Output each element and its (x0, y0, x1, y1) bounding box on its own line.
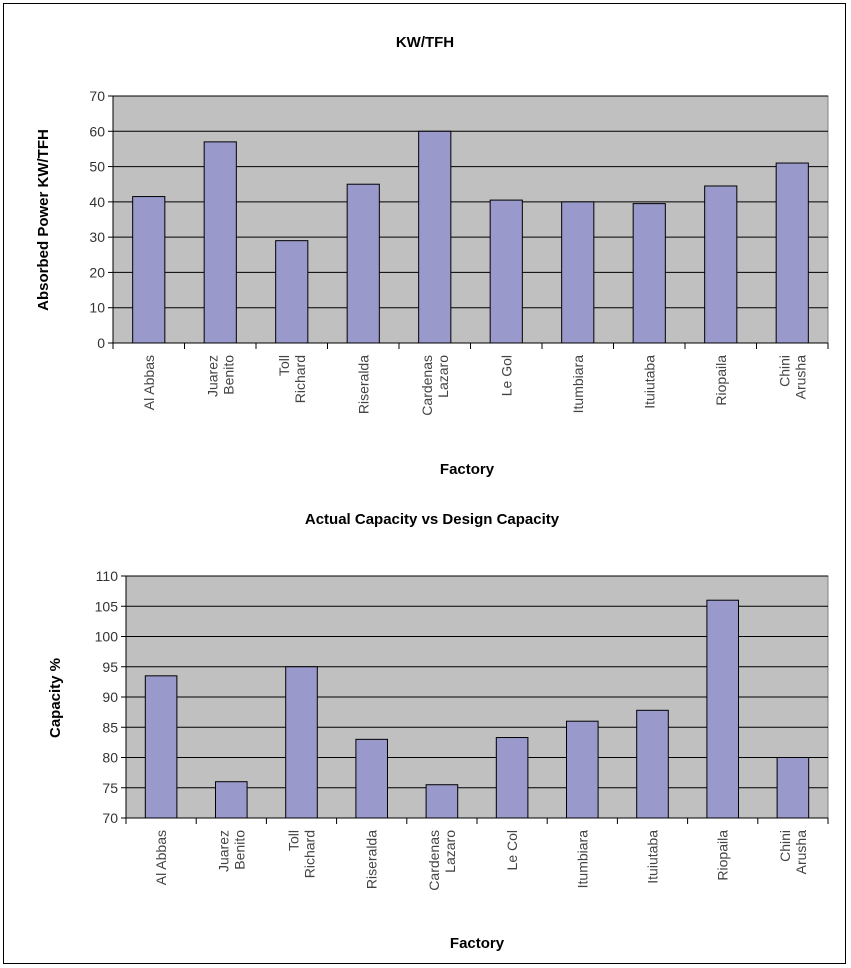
chart1-bar (275, 240, 309, 344)
chart2-ytick-label: 70 (102, 810, 118, 826)
chart2-ytick-label: 85 (102, 719, 118, 735)
chart2-ylabel: Capacity % (47, 658, 64, 738)
chart1-category-label: Itumbiara (570, 355, 586, 414)
chart1-xlabel: Factory (440, 461, 495, 478)
chart1-category-label: Riseralda (355, 355, 371, 414)
chart2-ytick-label: 90 (102, 689, 118, 705)
chart1-category-label: RichardToll (276, 355, 308, 403)
chart1-ytick-label: 0 (97, 335, 105, 351)
chart1-category-label: Al Abbas (141, 355, 157, 410)
chart1-category-label: ArushaChini (776, 355, 808, 400)
chart1-category-label: BenitoJuarez (204, 355, 236, 397)
chart2-bar (285, 666, 318, 819)
chart1-bar (489, 199, 523, 344)
chart1-plot: 0 10 20 30 40 50 60 70 Al Abbas BenitoJuarez Richa… (89, 88, 829, 416)
chart1-ytick-label: 60 (89, 123, 105, 139)
chart2-ytick-label: 75 (102, 780, 118, 796)
chart1-category-label: Le Gol (498, 355, 514, 396)
chart2-category-label: Riseralda (364, 830, 380, 889)
chart2-category-label: Riopaila (715, 830, 731, 881)
chart1-ytick-label: 40 (89, 194, 105, 210)
chart2-ytick-label: 110 (96, 568, 119, 584)
chart2-category-label: Ituiutaba (645, 830, 661, 884)
chart1-category-label: Riopaila (713, 355, 729, 406)
chart2-category-label: Itumbiara (574, 830, 590, 889)
chart2-ytick-label: 100 (95, 629, 119, 645)
chart2-bar (495, 737, 529, 819)
chart2-bar (636, 709, 669, 819)
chart2-category-label: Al Abbas (153, 830, 169, 885)
chart1-bar (346, 183, 380, 344)
chart2-category-label: Le Col (504, 830, 520, 870)
chart1-bar (418, 130, 452, 344)
chart2-category-label: RichardToll (286, 830, 318, 878)
chart2-bar (425, 784, 459, 819)
chart2-ytick-label: 105 (95, 598, 119, 614)
chart2-category-label: BenitoJuarez (215, 830, 247, 872)
chart2-category-label: ArushaChini (777, 830, 809, 875)
chart1-title: KW/TFH (396, 34, 454, 51)
chart2-title: Actual Capacity vs Design Capacity (305, 511, 560, 528)
chart1-category-label: LazaroCardenas (419, 355, 451, 416)
chart2-bar (215, 781, 248, 819)
chart2-plot: 70 75 80 85 90 95 100 105 110 Al Abbas BenitoJuare… (95, 568, 829, 891)
chart1-bar (561, 201, 595, 344)
chart2-bar (566, 720, 599, 819)
chart1-bar (775, 162, 809, 344)
chart1-bar (704, 185, 738, 344)
chart2-bar (706, 599, 739, 819)
chart1-ylabel: Absorbed Power KW/TFH (35, 129, 52, 311)
chart1-bar (632, 203, 666, 344)
chart2-bar (355, 738, 388, 819)
chart1-bar (132, 196, 166, 344)
chart2-category-label: LazaroCardenas (426, 830, 458, 891)
chart1-ytick-label: 20 (89, 264, 105, 280)
chart1-category-label: Ituiutaba (641, 355, 657, 409)
chart1-ytick-label: 10 (89, 300, 105, 316)
chart1-ytick-label: 70 (89, 88, 105, 104)
chart2-ytick-label: 80 (102, 750, 118, 766)
chart2-xlabel: Factory (450, 935, 505, 952)
chart2-bar (144, 675, 178, 819)
chart1-ytick-label: 50 (89, 159, 105, 175)
chart1-ytick-label: 30 (89, 229, 105, 245)
chart1-bar (203, 141, 237, 344)
chart2-bar (776, 757, 810, 819)
chart2-ytick-label: 95 (102, 659, 118, 675)
